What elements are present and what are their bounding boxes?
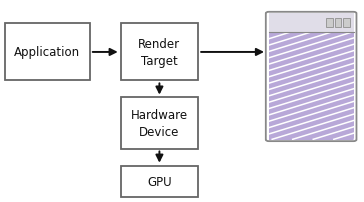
Text: Hardware
Device: Hardware Device [131, 108, 188, 138]
Bar [120, 98, 198, 149]
Bar [120, 24, 198, 81]
Bar [5, 24, 90, 81]
Text: Render
Target: Render Target [138, 38, 181, 68]
Bar [269, 14, 353, 33]
Bar [344, 19, 350, 28]
Bar [326, 19, 333, 28]
Text: Application: Application [15, 46, 80, 59]
Text: GPU: GPU [147, 175, 172, 188]
Bar [120, 166, 198, 197]
Bar [335, 19, 341, 28]
Bar [269, 14, 353, 140]
